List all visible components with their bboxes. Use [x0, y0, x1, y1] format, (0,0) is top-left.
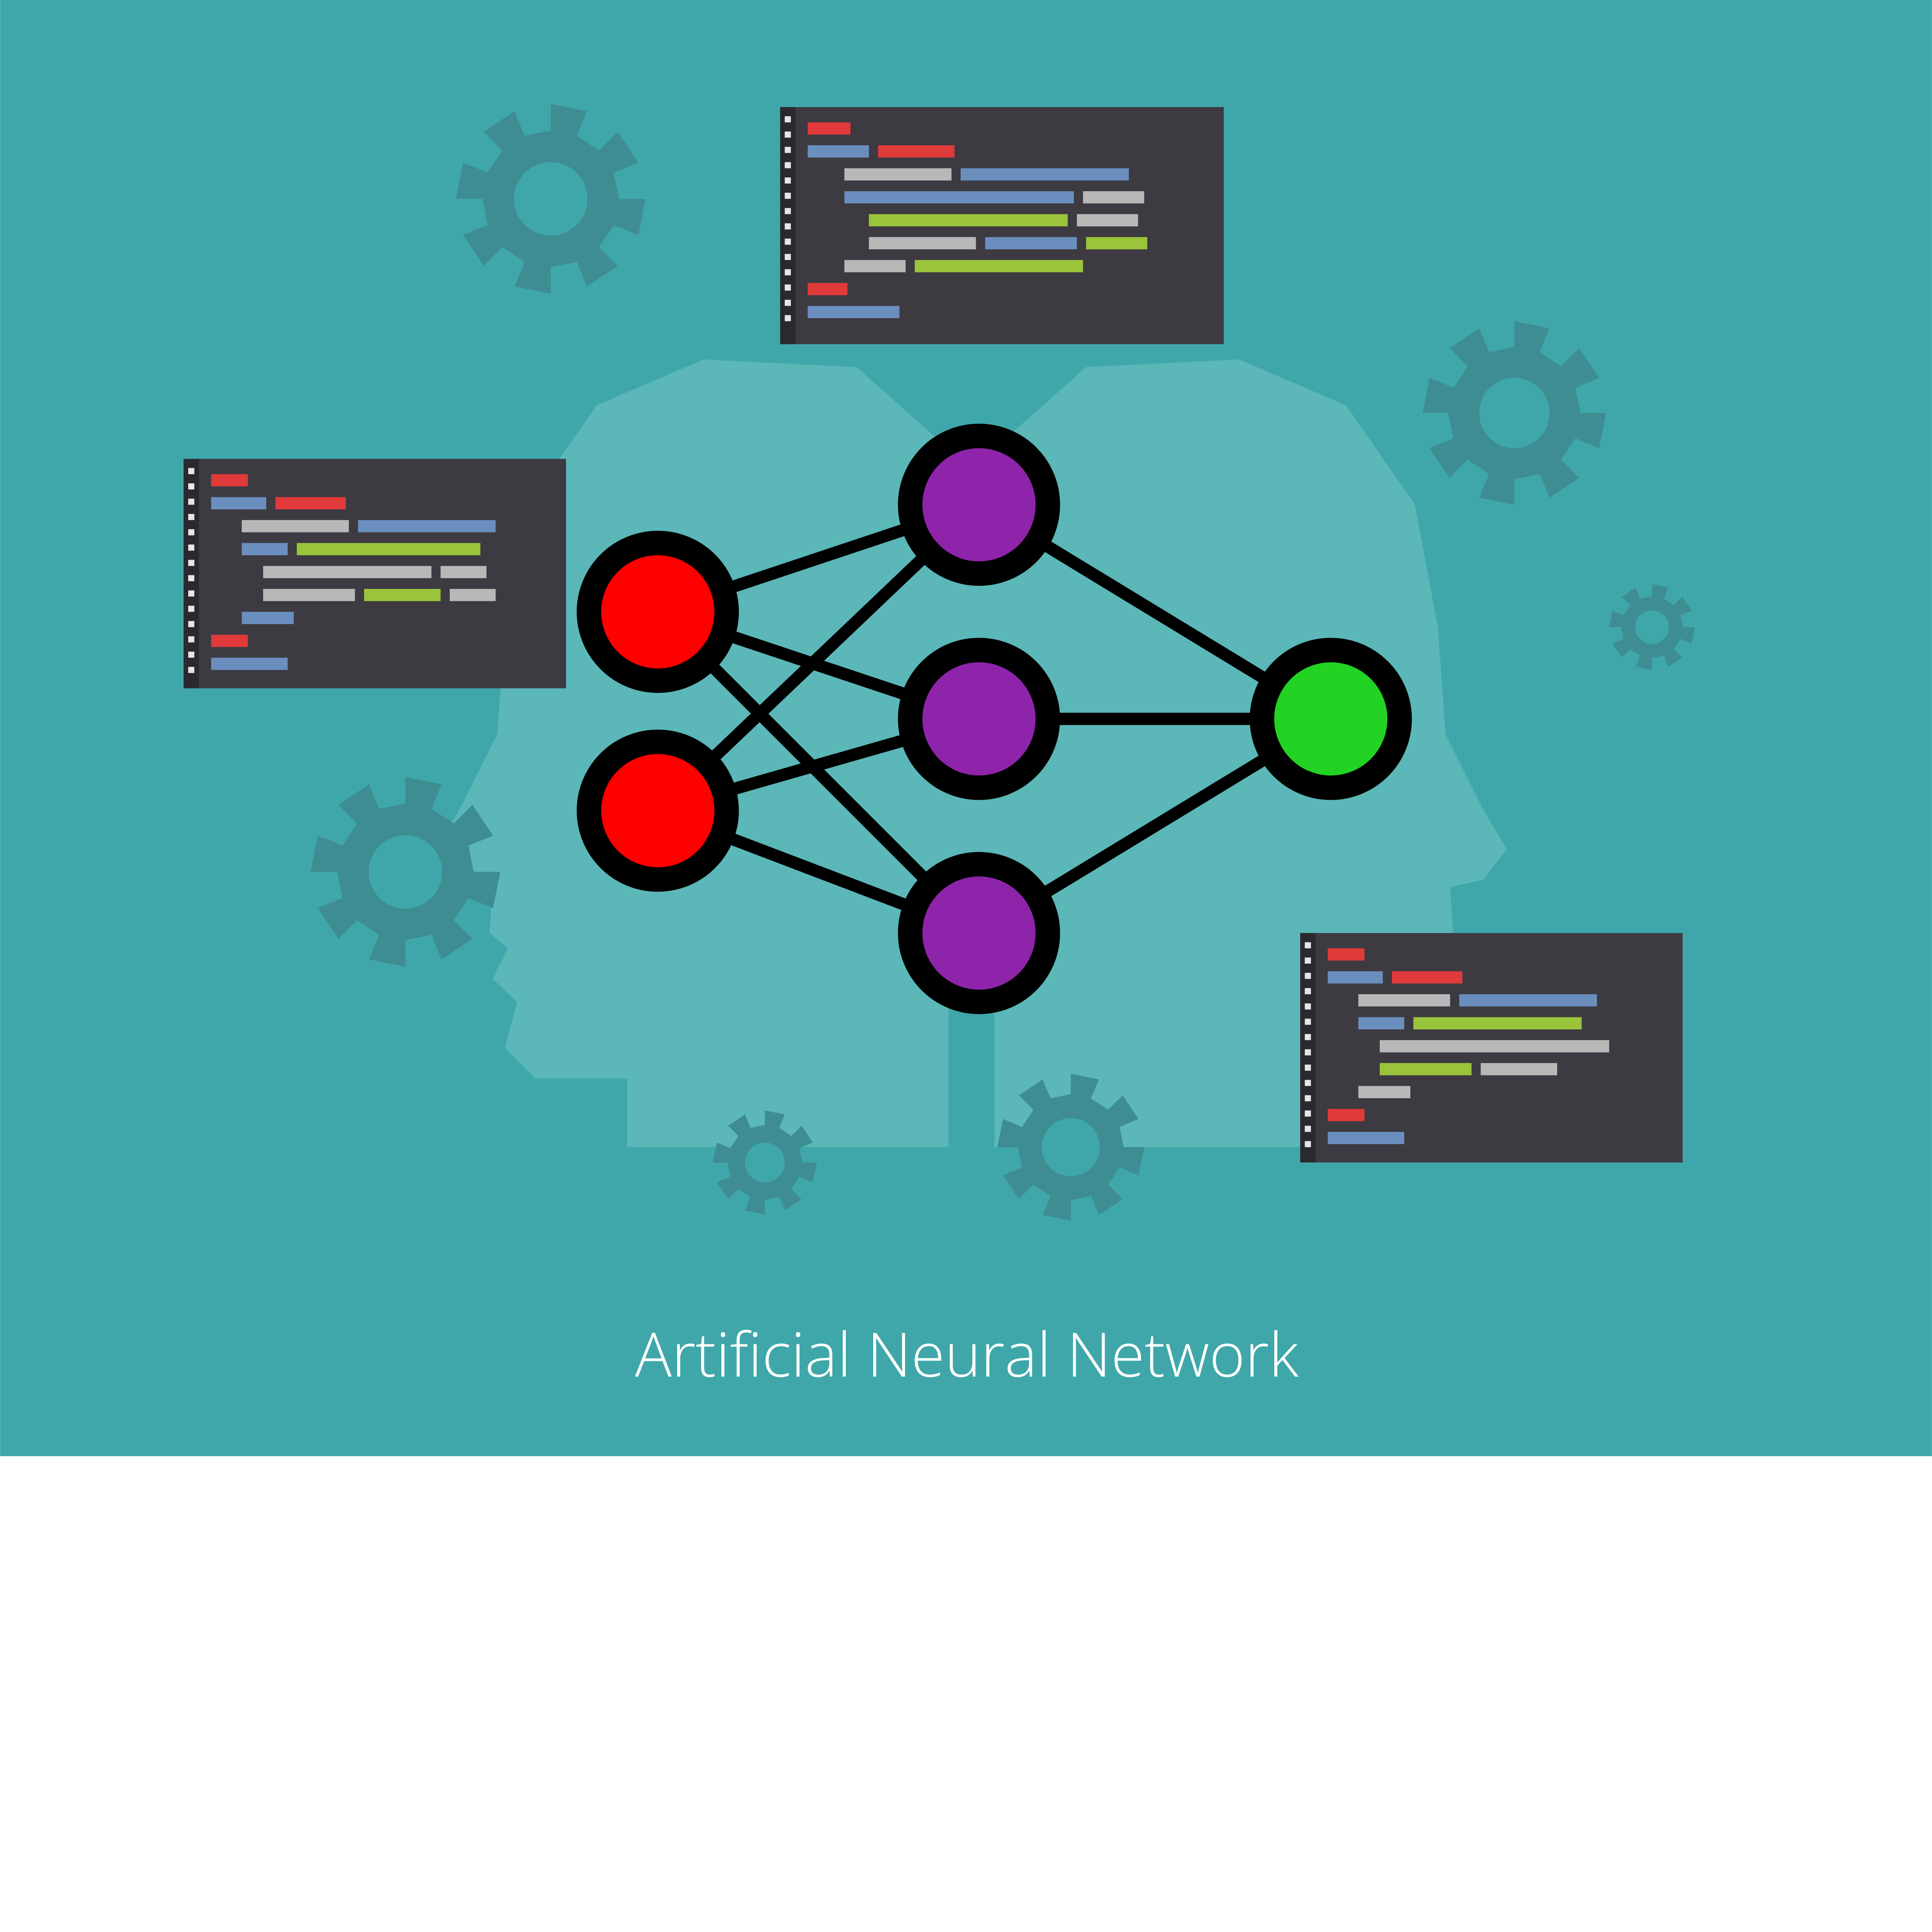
code-token [450, 589, 496, 601]
network-node-l2-n0 [1262, 650, 1400, 787]
gutter-dot [785, 269, 791, 276]
gutter-dot [188, 468, 194, 474]
code-token [1358, 994, 1450, 1007]
code-token [1481, 1063, 1557, 1075]
infographic-svg: Artificial Neural Network [0, 0, 1932, 1456]
gutter-dot [1305, 942, 1311, 948]
code-token [1358, 1086, 1410, 1099]
gutter-dot [1305, 1049, 1311, 1056]
gutter-dot [785, 208, 791, 214]
code-token [263, 566, 431, 578]
gutter-dot [785, 147, 791, 153]
code-token [211, 474, 248, 486]
code-token [440, 566, 486, 578]
gutter-dot [785, 284, 791, 291]
gutter-dot [188, 606, 194, 612]
code-window-2 [1300, 933, 1683, 1163]
network-node-l1-n0 [910, 436, 1048, 573]
code-window-0 [780, 107, 1224, 344]
gutter-dot [188, 483, 194, 490]
code-token [844, 191, 1074, 204]
code-token [1328, 1109, 1364, 1121]
gutter-dot [188, 560, 194, 566]
gutter-dot [188, 498, 194, 505]
gutter-dot [188, 636, 194, 643]
gutter-dot [188, 544, 194, 551]
code-window-1 [184, 459, 566, 689]
code-token [1380, 1040, 1609, 1053]
gutter-dot [1305, 1095, 1311, 1101]
network-node-l1-n1 [910, 650, 1048, 787]
gutter-dot [785, 162, 791, 168]
code-token [985, 237, 1077, 250]
gutter-dot [1305, 988, 1311, 994]
code-token [1328, 948, 1364, 961]
code-token [211, 497, 266, 510]
gutter-dot [1305, 1126, 1311, 1132]
code-token [808, 145, 869, 158]
code-token [844, 168, 951, 180]
gutter-dot [1305, 1003, 1311, 1010]
code-token [358, 520, 495, 532]
gutter-dot [785, 131, 791, 138]
code-token [808, 306, 900, 318]
gear-icon-4 [713, 1111, 817, 1214]
gutter-dot [785, 223, 791, 230]
gutter-dot [1305, 1019, 1311, 1025]
gutter-dot [785, 177, 791, 184]
network-node-l0-n1 [589, 742, 726, 879]
code-token [1459, 994, 1597, 1007]
gutter-dot [785, 239, 791, 245]
gutter-dot [1305, 1065, 1311, 1071]
code-token [915, 260, 1083, 272]
gutter-dot [785, 254, 791, 260]
gutter-dot [1305, 1034, 1311, 1040]
code-token [364, 589, 440, 601]
gutter-dot [1305, 973, 1311, 979]
code-token [1077, 214, 1138, 226]
code-token [1086, 237, 1147, 250]
gutter-dot [188, 667, 194, 673]
code-token [1380, 1063, 1472, 1075]
code-token [263, 589, 355, 601]
code-token [878, 145, 954, 158]
code-token [1328, 1132, 1404, 1144]
gutter-dot [188, 621, 194, 627]
code-token [211, 635, 248, 647]
gutter-dot [188, 514, 194, 520]
code-token [961, 168, 1129, 180]
infographic-stage: Artificial Neural Network [0, 0, 1932, 1456]
gutter-dot [188, 575, 194, 581]
code-token [1413, 1017, 1582, 1029]
code-token [1083, 191, 1144, 204]
gutter-dot [188, 529, 194, 536]
code-token [242, 612, 294, 624]
code-token [844, 260, 905, 272]
code-token [808, 122, 850, 135]
code-token [242, 520, 349, 532]
code-token [869, 214, 1068, 226]
gutter-dot [785, 300, 791, 306]
gutter-dot [785, 116, 791, 122]
network-node-l1-n2 [910, 864, 1048, 1002]
gutter-dot [785, 315, 791, 321]
code-token [242, 543, 288, 555]
code-token [869, 237, 976, 250]
network-node-l0-n0 [589, 543, 726, 680]
gutter-dot [1305, 957, 1311, 964]
gutter-dot [188, 651, 194, 658]
gutter-dot [1305, 1141, 1311, 1147]
gutter-dot [1305, 1111, 1311, 1117]
diagram-title: Artificial Neural Network [635, 1312, 1299, 1395]
gutter-dot [1305, 1080, 1311, 1086]
code-token [276, 497, 346, 510]
gutter-dot [188, 590, 194, 597]
code-token [1328, 971, 1383, 984]
code-token [1358, 1017, 1404, 1029]
code-token [808, 283, 847, 295]
code-token [211, 658, 287, 670]
code-token [297, 543, 480, 555]
code-token [1392, 971, 1462, 984]
gutter-dot [785, 193, 791, 199]
